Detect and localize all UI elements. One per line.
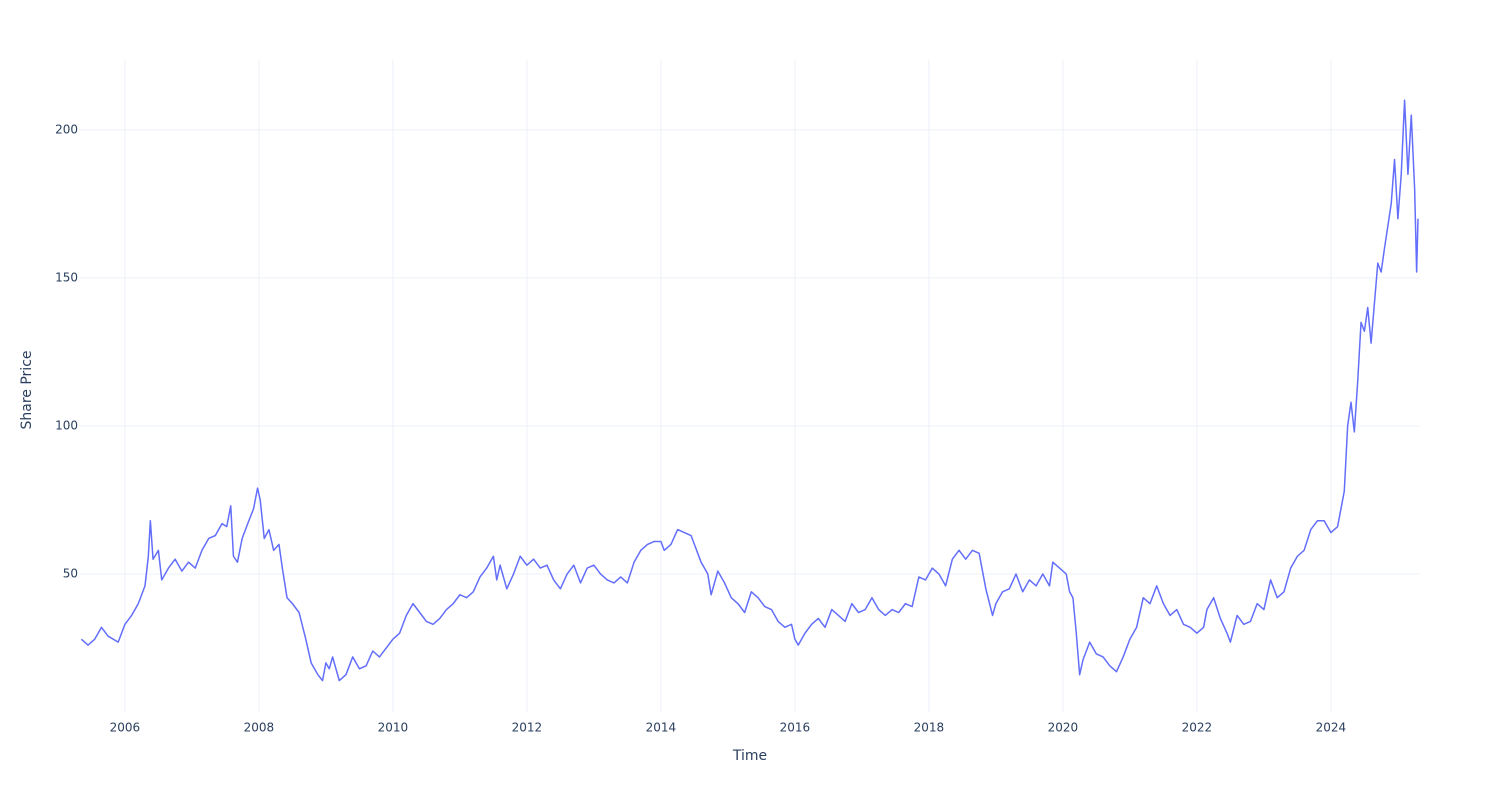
grid <box>80 60 1420 712</box>
x-tick-label: 2008 <box>244 721 275 735</box>
y-tick-label: 100 <box>55 418 78 432</box>
x-tick-label: 2022 <box>1182 721 1213 735</box>
y-tick-label: 150 <box>55 270 78 284</box>
x-axis-title: Time <box>732 748 767 764</box>
x-tick-label: 2012 <box>512 721 543 735</box>
x-tick-label: 2024 <box>1316 721 1347 735</box>
price-line <box>80 99 1419 682</box>
x-tick-label: 2014 <box>646 721 677 735</box>
y-tick-label: 200 <box>55 122 78 136</box>
x-tick-label: 2010 <box>378 721 409 735</box>
x-tick-label: 2020 <box>1048 721 1079 735</box>
x-tick-label: 2006 <box>110 721 141 735</box>
x-tick-label: 2018 <box>914 721 945 735</box>
y-tick-label: 50 <box>63 567 78 581</box>
x-tick-label: 2016 <box>780 721 811 735</box>
y-axis-title: Share Price <box>19 350 35 429</box>
plot <box>80 99 1419 682</box>
